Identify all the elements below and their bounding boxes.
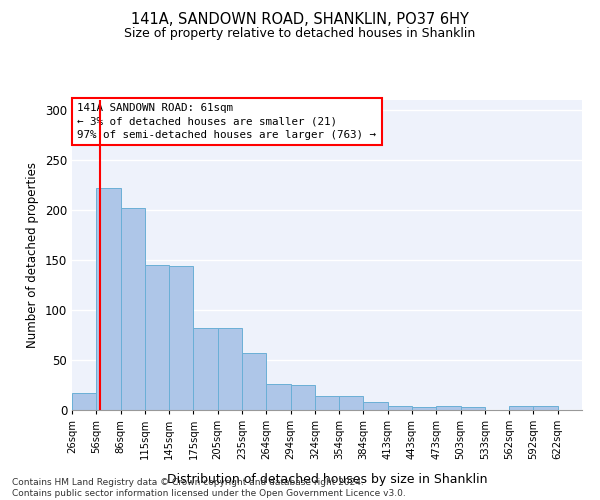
- Bar: [145, 265, 169, 410]
- Text: Size of property relative to detached houses in Shanklin: Size of property relative to detached ho…: [124, 28, 476, 40]
- Text: 141A SANDOWN ROAD: 61sqm
← 3% of detached houses are smaller (21)
97% of semi-de: 141A SANDOWN ROAD: 61sqm ← 3% of detache…: [77, 103, 376, 140]
- Text: 141A, SANDOWN ROAD, SHANKLIN, PO37 6HY: 141A, SANDOWN ROAD, SHANKLIN, PO37 6HY: [131, 12, 469, 28]
- Bar: [509, 406, 533, 410]
- Bar: [218, 328, 242, 410]
- Bar: [339, 396, 364, 410]
- Bar: [412, 407, 436, 410]
- Bar: [72, 393, 96, 410]
- Bar: [242, 353, 266, 410]
- Bar: [388, 406, 412, 410]
- Bar: [364, 402, 388, 410]
- Bar: [96, 188, 121, 410]
- Bar: [315, 396, 339, 410]
- Bar: [121, 208, 145, 410]
- Bar: [290, 385, 315, 410]
- Y-axis label: Number of detached properties: Number of detached properties: [26, 162, 40, 348]
- Bar: [461, 407, 485, 410]
- Bar: [533, 406, 558, 410]
- Text: Contains HM Land Registry data © Crown copyright and database right 2024.
Contai: Contains HM Land Registry data © Crown c…: [12, 478, 406, 498]
- Bar: [193, 328, 218, 410]
- Bar: [169, 266, 193, 410]
- X-axis label: Distribution of detached houses by size in Shanklin: Distribution of detached houses by size …: [167, 474, 487, 486]
- Bar: [436, 406, 461, 410]
- Bar: [266, 384, 290, 410]
